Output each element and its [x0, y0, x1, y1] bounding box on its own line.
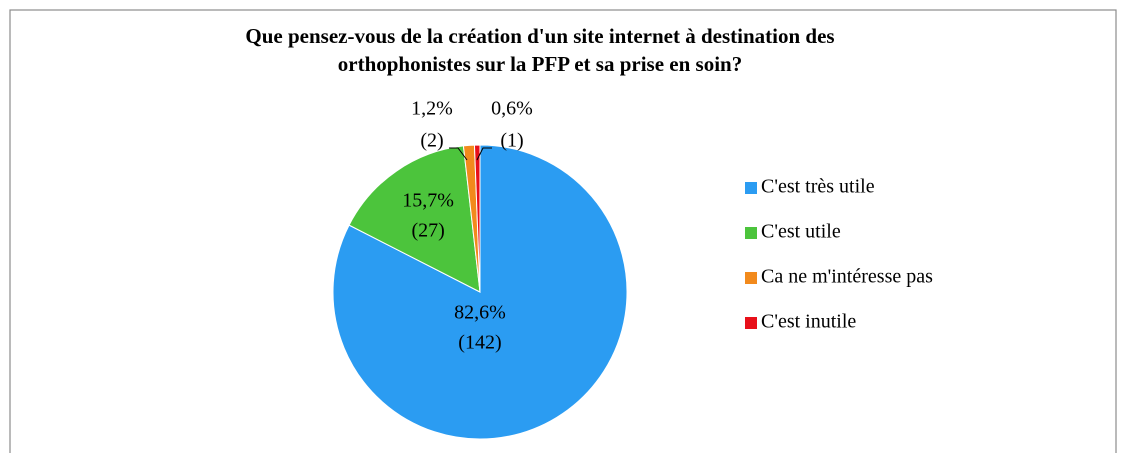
data-label: (1)	[500, 130, 523, 152]
data-label: (142)	[458, 331, 501, 353]
leader-line	[476, 147, 492, 161]
legend-label: C'est inutile	[761, 311, 856, 333]
legend-swatch	[745, 182, 757, 194]
legend-label: C'est utile	[761, 221, 841, 243]
legend-label: Ca ne m'intéresse pas	[761, 266, 933, 288]
chart-title: Que pensez-vous de la création d'un site…	[245, 24, 834, 48]
data-label: 1,2%	[411, 98, 453, 120]
data-label: 82,6%	[454, 301, 506, 323]
legend-swatch	[745, 272, 757, 284]
legend-label: C'est très utile	[761, 176, 875, 198]
data-label: 0,6%	[491, 98, 533, 120]
data-label: 15,7%	[402, 190, 454, 212]
pie-slice	[473, 144, 481, 293]
leader-line	[449, 147, 468, 161]
chart-title: orthophonistes sur la PFP et sa prise en…	[338, 52, 742, 76]
data-label: (2)	[420, 130, 443, 152]
legend-swatch	[745, 227, 757, 239]
data-label: (27)	[411, 220, 444, 242]
legend-swatch	[745, 317, 757, 329]
